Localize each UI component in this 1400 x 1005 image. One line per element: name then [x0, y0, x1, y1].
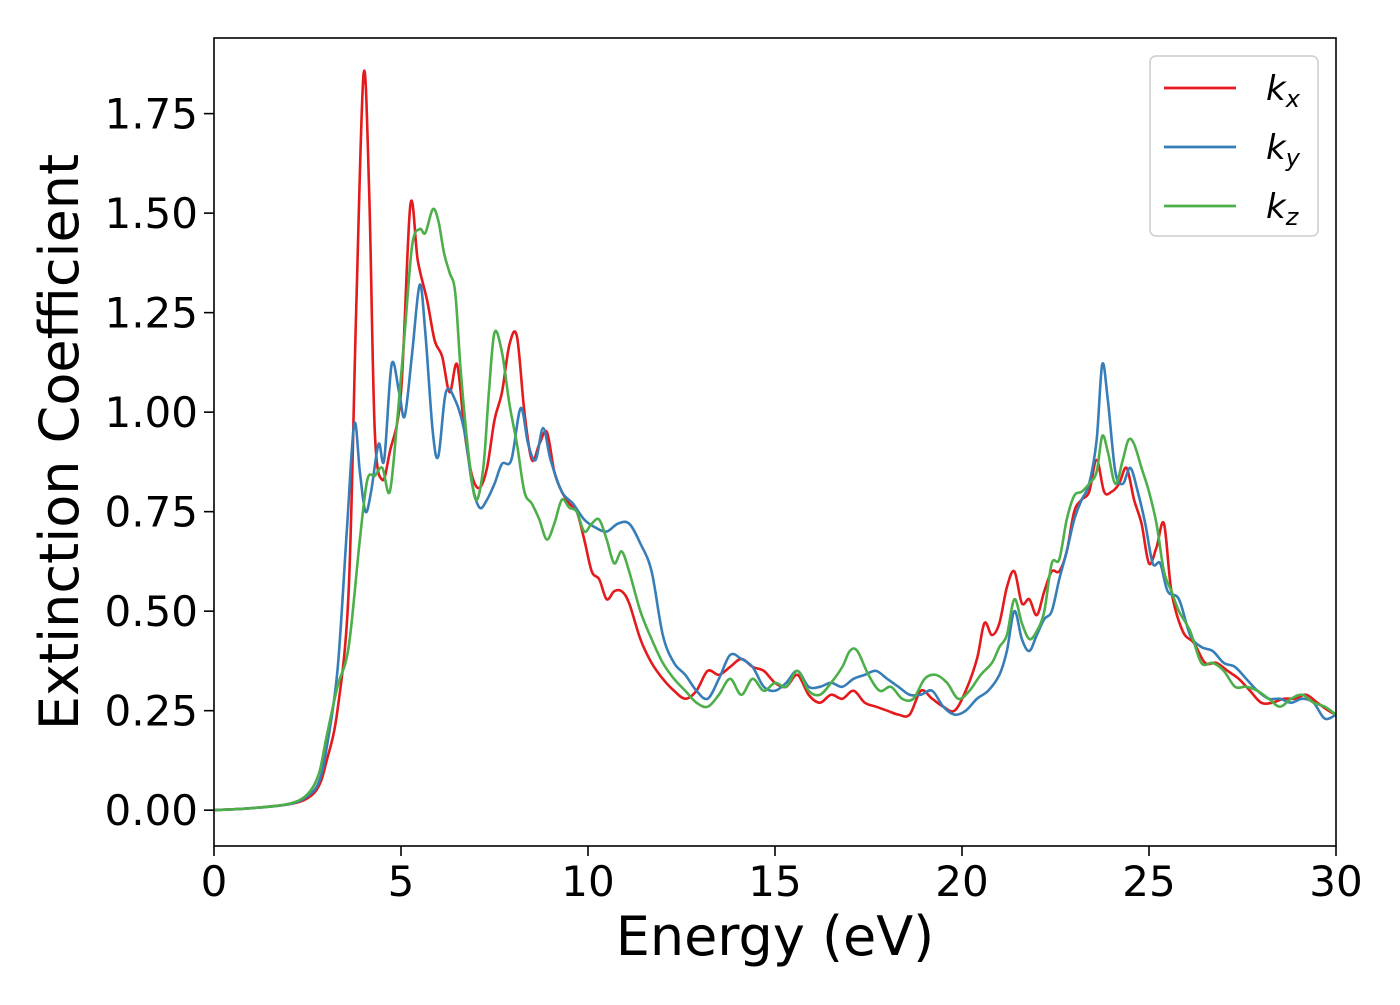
y-tick-label: 1.50	[104, 189, 198, 238]
x-tick-label: 0	[201, 857, 228, 906]
y-tick-label: 0.50	[104, 587, 198, 636]
legend-label-kx: kx	[1266, 69, 1301, 113]
y-tick-label: 0.00	[104, 786, 198, 835]
x-axis-ticks: 0 5 10 15 20 25 30	[201, 846, 1363, 906]
x-tick-label: 30	[1309, 857, 1362, 906]
y-tick-label: 0.25	[104, 687, 198, 736]
y-tick-label: 1.25	[104, 289, 198, 338]
x-axis-label: Energy (eV)	[616, 905, 935, 968]
x-tick-label: 15	[748, 857, 801, 906]
x-tick-label: 5	[388, 857, 415, 906]
y-tick-label: 0.75	[104, 488, 198, 537]
legend: kx ky kz	[1149, 55, 1319, 237]
series-line-ky	[214, 283, 1336, 812]
y-axis-label: Extinction Coefficient	[28, 154, 91, 730]
series-line-kz	[214, 207, 1336, 812]
legend-label-kz: kz	[1266, 187, 1300, 231]
y-axis-ticks: 0.00 0.25 0.50 0.75 1.00 1.25 1.50 1.75	[104, 90, 214, 835]
x-tick-label: 10	[561, 857, 614, 906]
series-layer	[214, 69, 1336, 812]
x-tick-label: 20	[935, 857, 988, 906]
y-tick-label: 1.00	[104, 388, 198, 437]
y-tick-label: 1.75	[104, 90, 198, 139]
legend-label-ky: ky	[1266, 128, 1301, 172]
x-tick-label: 25	[1122, 857, 1175, 906]
series-line-kx	[214, 69, 1336, 812]
